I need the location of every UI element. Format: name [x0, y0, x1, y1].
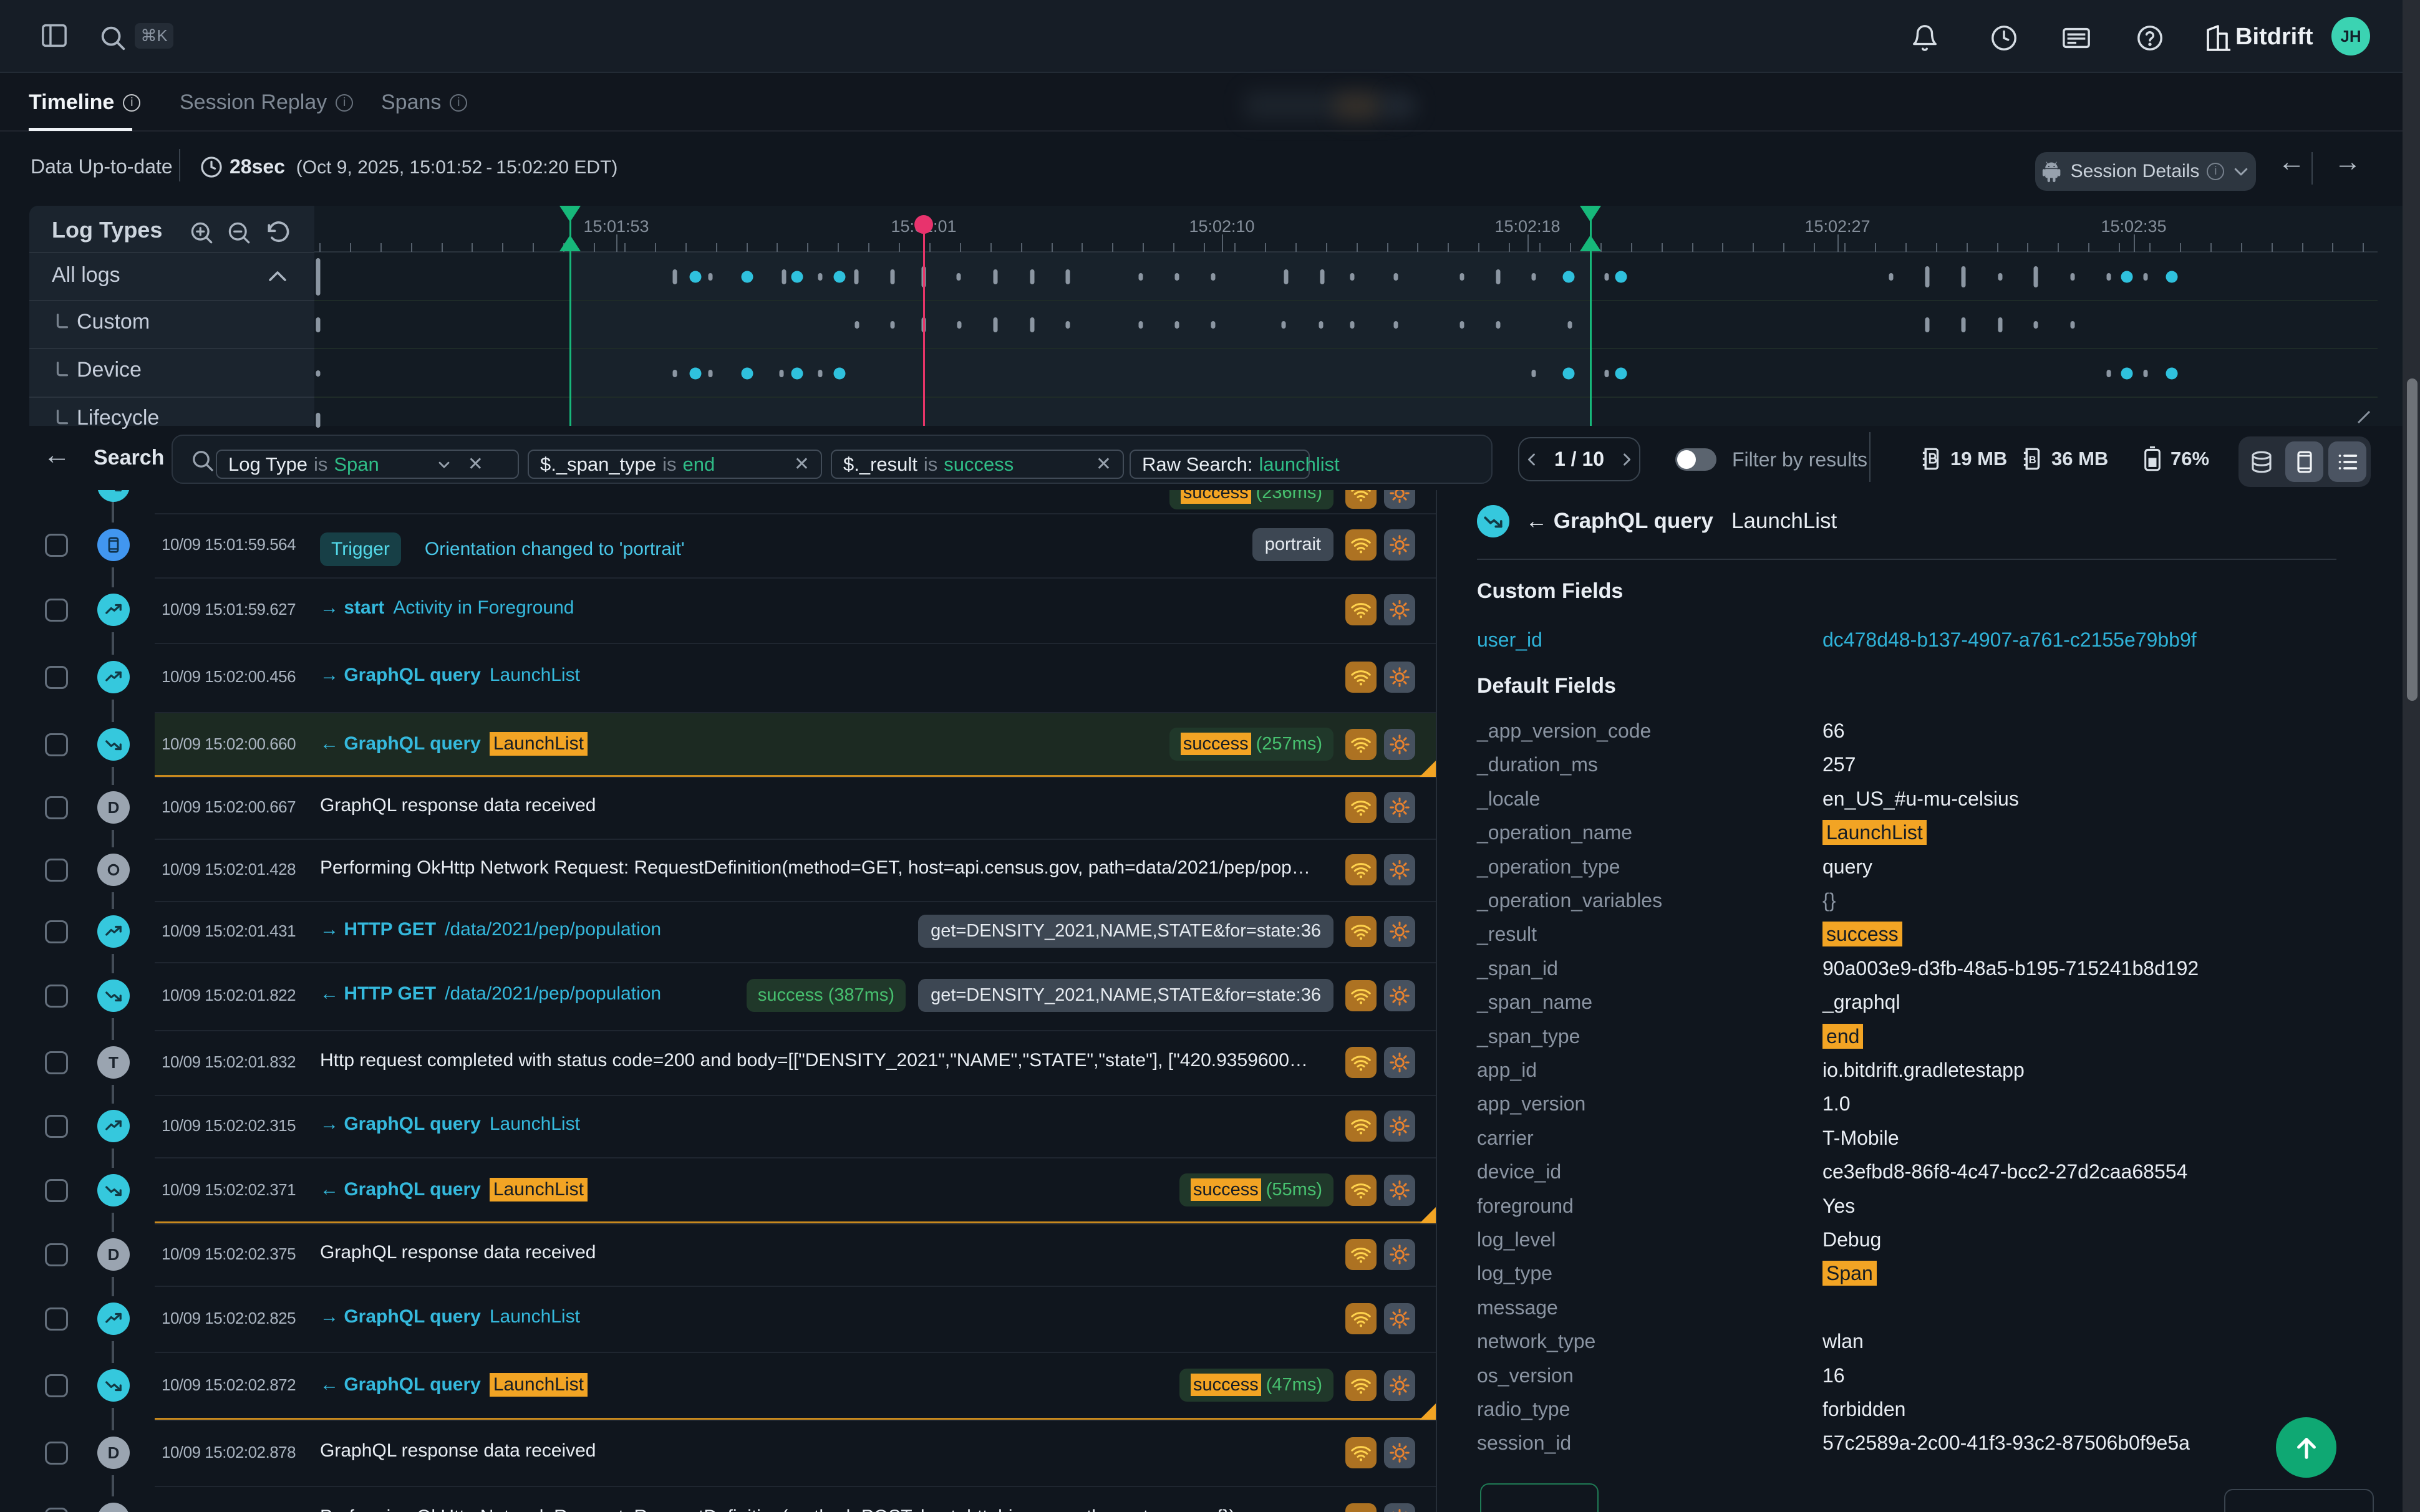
svg-text:B: B: [2029, 454, 2036, 466]
